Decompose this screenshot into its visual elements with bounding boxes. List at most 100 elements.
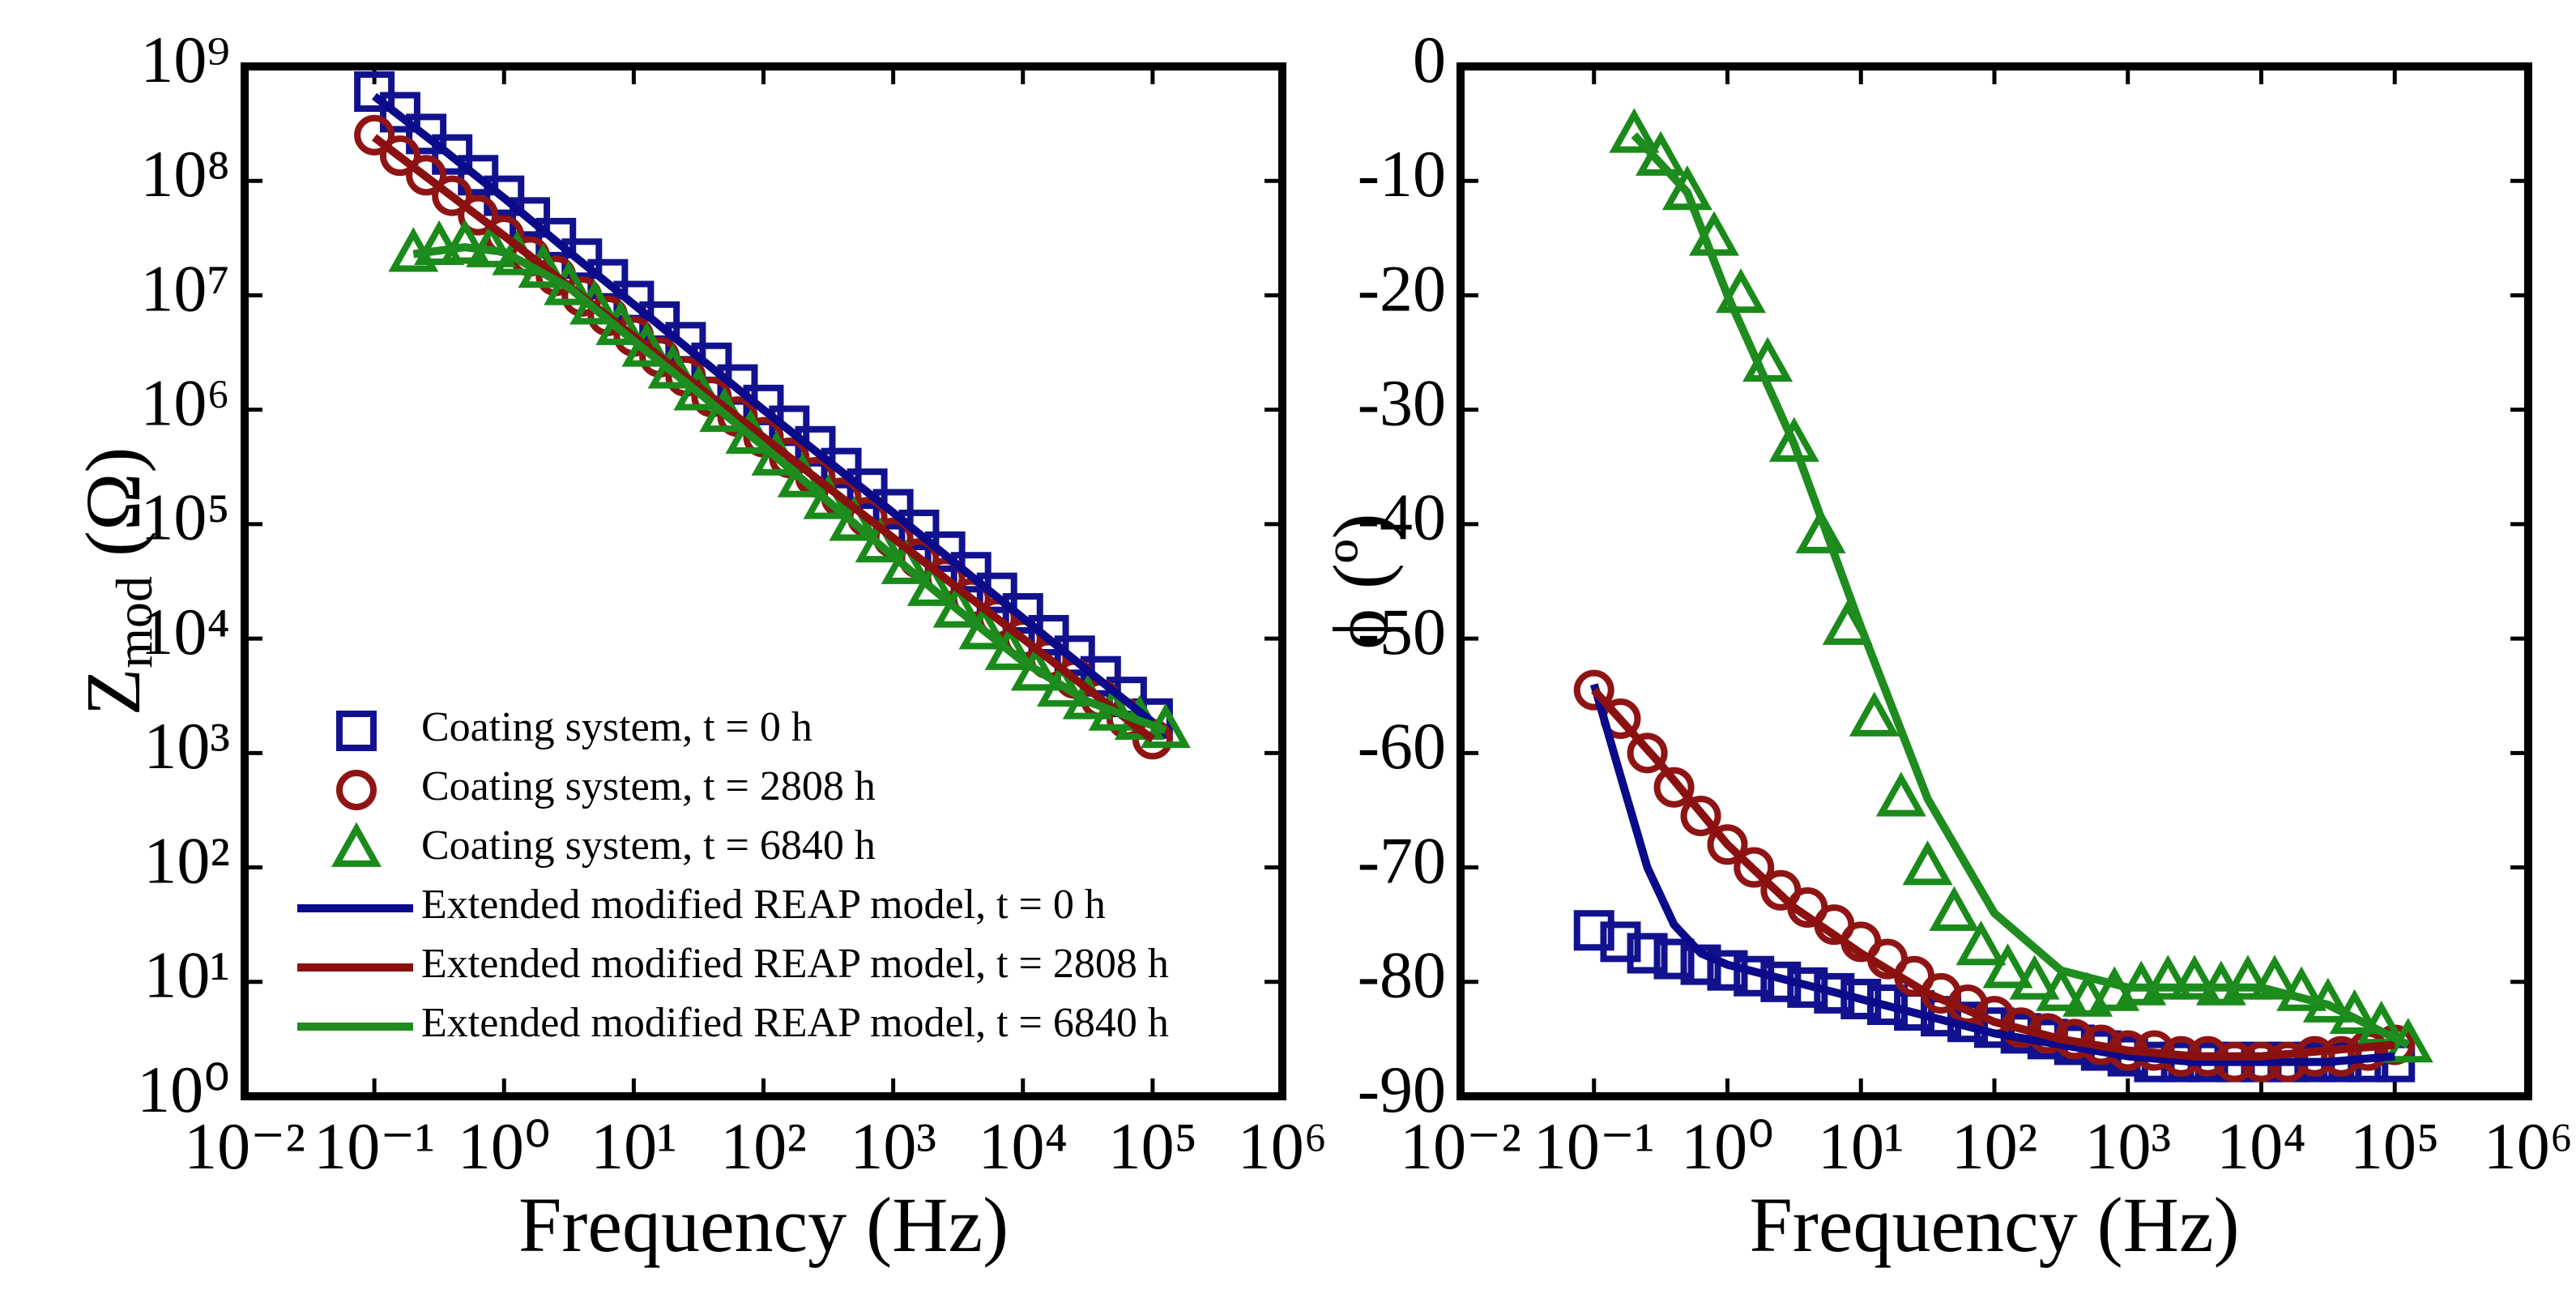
data-point [2062, 972, 2113, 1017]
legend-label: Extended modified REAP model, t = 0 h [421, 882, 1106, 928]
y-tick-label: -70 [1358, 823, 1446, 897]
data-point [847, 468, 888, 510]
y-tick-label: -30 [1358, 365, 1446, 439]
data-point [2169, 954, 2220, 1000]
model-line [1589, 683, 2395, 1066]
y-tick-label: 10⁵ [140, 480, 230, 554]
data-point [976, 572, 1017, 613]
data-point [1054, 635, 1095, 677]
x-tick-label: 10⁴ [978, 1109, 1068, 1183]
data-point [414, 220, 465, 265]
data-point [898, 509, 940, 550]
data-point [458, 194, 499, 236]
data-point [958, 604, 1009, 650]
x-tick-label: 10¹ [1818, 1109, 1904, 1183]
y-tick-label: 10⁰ [137, 1053, 230, 1126]
x-tick-label: 10⁵ [1108, 1109, 1198, 1183]
x-tick-label: 10⁶ [2484, 1109, 2574, 1183]
y-tick-label: -50 [1358, 595, 1446, 668]
data-point [1680, 796, 1721, 837]
y-tick-label: -40 [1358, 480, 1446, 554]
y-axis-label: ϕ (º) [1317, 513, 1404, 649]
subplot: 10⁻² 10⁻¹ 10⁰ 10¹ 10² 10³ 10⁴ 10⁵ 10⁶ 10⁰ 10¹ 10² 10… [70, 23, 1327, 1268]
data-point [484, 175, 525, 216]
model-line [412, 243, 1167, 734]
data-point [984, 625, 1035, 670]
data-point [821, 447, 862, 489]
y-axis-label-part: ϕ (º) [1317, 513, 1404, 649]
y-tick-label: 10⁸ [140, 137, 230, 211]
y-tick-label: -90 [1358, 1053, 1446, 1126]
x-tick-label: 10³ [850, 1109, 936, 1183]
data-point [1573, 910, 1614, 951]
x-tick-label: 10⁻¹ [1533, 1109, 1655, 1183]
y-tick-label: -10 [1358, 137, 1446, 211]
y-tick-label: 0 [1413, 23, 1446, 96]
data-point [1849, 691, 1900, 737]
data-point [1653, 938, 1695, 980]
legend-label: Extended modified REAP model, t = 2808 h [421, 941, 1169, 987]
data-point [458, 155, 499, 196]
data-point [1955, 920, 2007, 966]
x-axis-label: Frequency (Hz) [1749, 1181, 2239, 1268]
x-tick-label: 10⁻² [1400, 1109, 1521, 1183]
x-tick-label: 10⁻² [184, 1109, 305, 1183]
y-axis-label-part: (Ω) [70, 447, 156, 576]
subplot: 10⁻² 10⁻¹ 10⁰ 10¹ 10² 10³ 10⁴ 10⁵ 10⁶ 0 -10 -20 -30 -… [1317, 23, 2573, 1268]
y-tick-label: 10³ [143, 709, 230, 783]
legend-marker [336, 770, 377, 810]
data-point [1609, 108, 1660, 153]
data-point [379, 92, 420, 133]
x-tick-label: 10⁵ [2350, 1109, 2440, 1183]
legend-label: Coating system, t = 2808 h [421, 763, 876, 809]
y-tick-label: -60 [1358, 709, 1446, 783]
legend-marker [336, 711, 377, 751]
data-point [1716, 268, 1767, 314]
y-tick-label: 10⁴ [140, 595, 230, 668]
data-point [1653, 767, 1695, 808]
data-point [2250, 954, 2301, 1000]
legend-label: Coating system, t = 0 h [421, 704, 812, 750]
data-point [1929, 886, 1980, 931]
y-axis-label-part: Z [70, 668, 156, 716]
legend-marker [331, 822, 382, 867]
x-tick-label: 10⁶ [1238, 1109, 1328, 1183]
x-tick-label: 10⁰ [458, 1109, 551, 1183]
data-point [1982, 943, 2033, 989]
y-tick-label: -80 [1358, 938, 1446, 1012]
model-line [372, 92, 1156, 726]
data-point [354, 71, 395, 113]
data-point [535, 217, 577, 258]
data-point [1028, 614, 1069, 656]
data-point [432, 175, 473, 216]
y-axis-label-part: mod [105, 576, 163, 668]
x-tick-label: 10¹ [591, 1109, 677, 1183]
model-line [1591, 687, 2395, 1061]
data-point [2223, 954, 2273, 1000]
data-point [872, 489, 914, 530]
y-tick-label: 10⁶ [140, 365, 230, 439]
data-point [1768, 416, 1819, 462]
data-point [1661, 164, 1712, 211]
x-tick-label: 10⁻¹ [313, 1109, 435, 1183]
data-point [1036, 661, 1087, 707]
data-point [379, 135, 420, 177]
data-point [1573, 669, 1614, 711]
y-axis-label: Zmod (Ω) [70, 447, 163, 716]
x-tick-label: 10² [1951, 1109, 2038, 1183]
x-tick-label: 10⁰ [1681, 1109, 1774, 1183]
data-point [1840, 978, 1882, 1019]
data-point [1080, 656, 1121, 697]
y-tick-label: 10⁷ [140, 251, 230, 325]
data-point [406, 113, 447, 155]
y-tick-label: 10¹ [143, 938, 230, 1012]
model-line [1631, 132, 2411, 1048]
data-point [1707, 824, 1748, 865]
data-point [440, 219, 491, 264]
x-tick-label: 10³ [2084, 1109, 2171, 1183]
data-point [1002, 593, 1043, 634]
data-point [1627, 933, 1668, 974]
data-point [1010, 646, 1061, 691]
